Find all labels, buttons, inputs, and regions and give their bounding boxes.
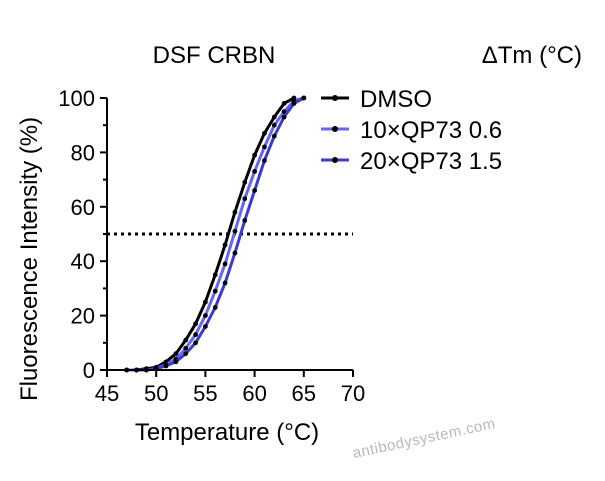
series-1-point — [193, 321, 198, 327]
y-tick-label: 0 — [83, 358, 95, 383]
series-2-point — [222, 261, 228, 267]
legend-marker-3 — [332, 157, 338, 163]
series-1-point — [183, 337, 189, 343]
x-tick-label: 50 — [144, 381, 168, 406]
series-3-point — [212, 305, 218, 310]
series-1-point — [281, 101, 287, 106]
legend: DMSO 10×QP73 0.6 20×QP73 1.5 — [321, 86, 502, 175]
series-2-point — [193, 332, 198, 338]
y-axis-label: Fluorescence Intensity (%) — [16, 117, 43, 401]
y-tick-label: 20 — [71, 304, 95, 329]
legend-entry-1: DMSO — [360, 86, 432, 113]
y-tick-label: 40 — [71, 249, 95, 274]
series-1-point — [242, 179, 248, 185]
series-3-point — [163, 363, 169, 369]
series-3-point — [203, 324, 208, 329]
series-layer — [124, 95, 307, 373]
legend-entry-2: 10×QP73 0.6 — [360, 117, 502, 144]
series-1-point — [252, 152, 257, 158]
x-tick-label: 55 — [193, 381, 217, 406]
series-3-point — [281, 114, 287, 120]
series-2-point — [271, 122, 277, 128]
y-tick-label: 60 — [71, 195, 95, 220]
series-1-point — [203, 299, 208, 305]
series-1-point — [212, 272, 218, 278]
legend-marker-1 — [332, 95, 338, 101]
x-tick-label: 70 — [341, 381, 365, 406]
series-3-point — [262, 158, 267, 163]
y-tick-label: 80 — [71, 140, 95, 165]
series-2-point — [212, 288, 218, 294]
series-3-point — [222, 280, 228, 286]
x-tick-label: 65 — [292, 381, 316, 406]
axes-layer: 0 20 40 60 80 100 45 50 55 60 65 70 — [58, 86, 365, 406]
series-3-point — [193, 340, 198, 346]
series-3-point — [301, 95, 307, 101]
series-1-point — [222, 242, 228, 248]
series-3-point — [232, 250, 238, 256]
x-tick-label: 45 — [95, 381, 119, 406]
x-tick-label: 60 — [242, 381, 266, 406]
series-3-point — [173, 359, 179, 365]
series-3-point — [252, 188, 257, 193]
series-1-point — [271, 114, 277, 120]
series-1-point — [173, 351, 179, 357]
series-3-point — [271, 133, 277, 139]
x-axis-label: Temperature (°C) — [135, 419, 319, 446]
series-3-point — [183, 351, 189, 357]
series-2-point — [183, 345, 189, 351]
legend-entry-3: 20×QP73 1.5 — [360, 148, 502, 175]
series-3-point — [242, 218, 248, 223]
legend-marker-2 — [332, 126, 338, 132]
series-2-point — [203, 313, 208, 318]
series-2-point — [242, 196, 248, 202]
series-2-point — [252, 169, 257, 174]
legend-title: ΔTm (°C) — [482, 42, 582, 69]
y-tick-label: 100 — [58, 86, 95, 111]
series-1-point — [262, 130, 267, 136]
chart-title: DSF CRBN — [153, 42, 276, 69]
series-2-point — [262, 144, 267, 150]
series-1-point — [232, 209, 238, 215]
series-2-point — [232, 228, 238, 234]
watermark: antibodysystem.com — [351, 415, 497, 462]
series-3-point — [291, 101, 297, 106]
